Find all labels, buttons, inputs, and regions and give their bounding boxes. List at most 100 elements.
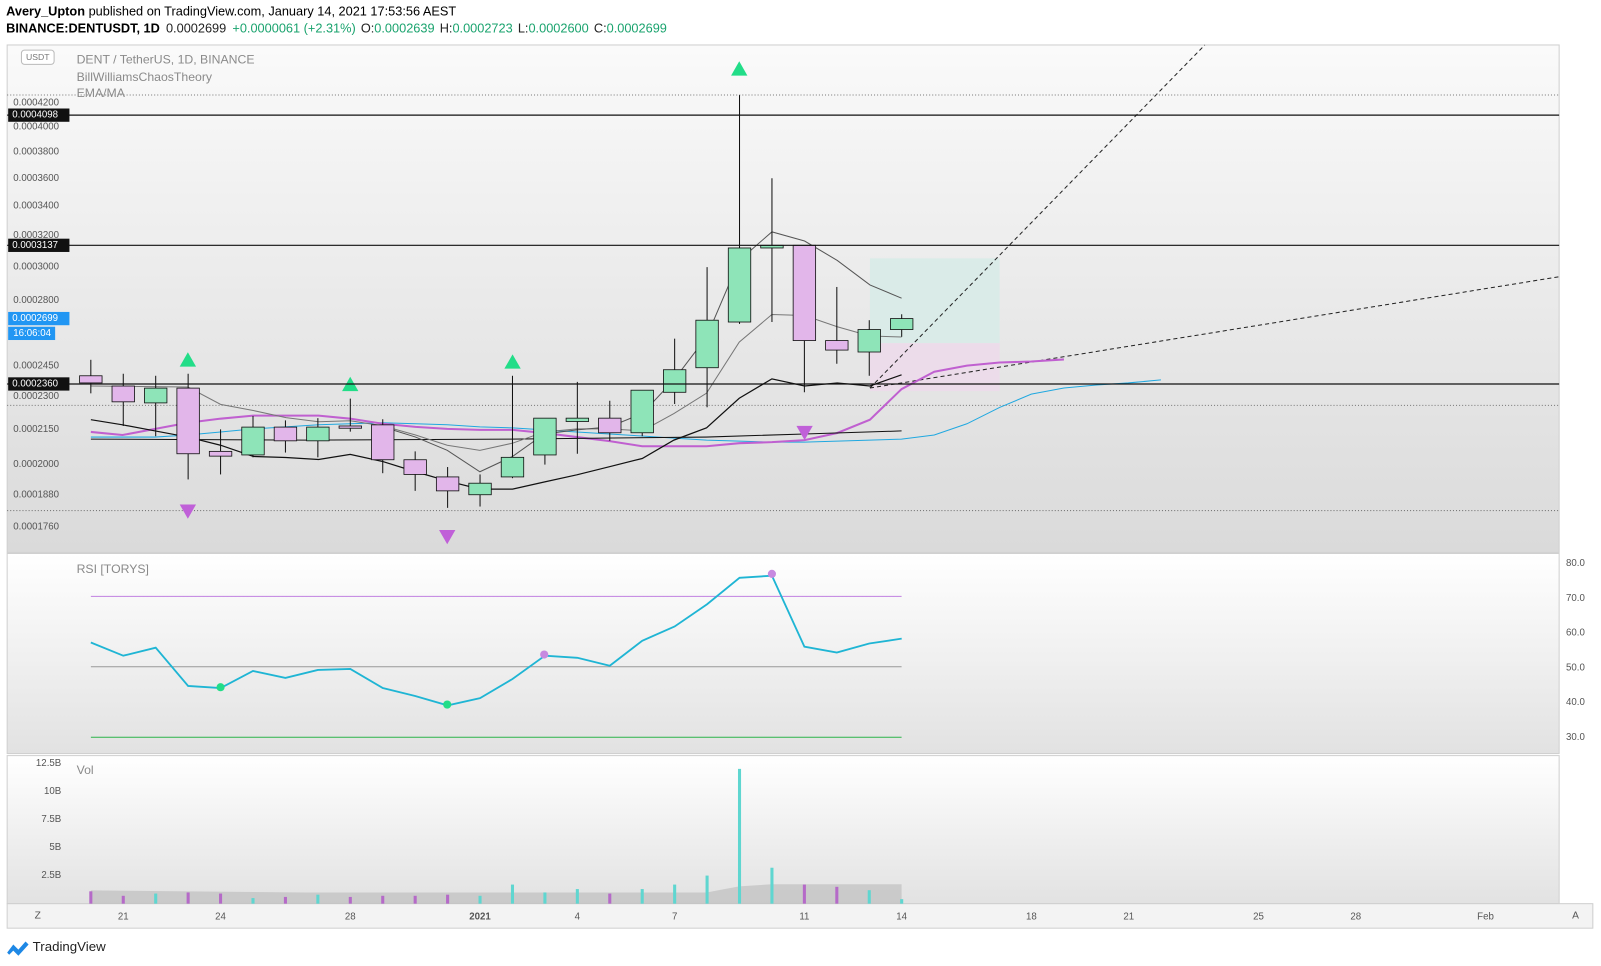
x-tick-label: 11 [799,912,809,923]
rsi-signal-dot [540,650,549,659]
zoom-button[interactable]: Z [35,911,41,922]
level-label-bg [8,108,70,122]
candle-body [241,426,265,456]
candle-body [663,369,687,393]
candle-body [533,417,557,456]
ohlc-label: C: [594,21,607,36]
y-tick-label: 0.0003400 [13,201,59,212]
candle-body [565,417,589,422]
y-tick-label: 0.0002000 [13,459,59,470]
y-tick-label: 12.5B [36,758,61,769]
candle-body [825,340,849,351]
y-tick-label: 40.0 [1566,697,1585,708]
x-tick-label: 18 [1026,912,1037,923]
position-loss-zone [869,343,1000,392]
x-tick-label: 2021 [469,912,491,923]
time-axis [6,903,1594,929]
x-tick-label: 21 [1123,912,1134,923]
last-price-label: 0.0002699 [12,313,58,324]
volume-bar [673,884,677,904]
fractal-down-markers [179,425,813,545]
y-tick-label: 0.0003600 [13,173,59,184]
candle-body [273,426,298,442]
volume-bar [510,884,515,904]
y-tick-label: 0.0002800 [13,295,59,306]
ohlc-label: O: [361,21,374,36]
y-tick-label: 70.0 [1566,593,1585,604]
candle-body [111,385,135,403]
alligator-jaw [90,374,902,490]
ohlc-value: 0.0002600 [528,21,588,36]
candle-body [338,425,362,429]
y-tick-label: 50.0 [1566,662,1585,673]
volume-bar [316,894,320,904]
volume-bar [900,899,904,904]
x-tick-label: 14 [896,912,907,923]
rsi-signal-dot [443,700,452,709]
volume-bar [89,891,93,904]
candle-body [435,476,460,492]
candle-body [857,329,881,353]
x-tick-label: 25 [1253,912,1264,923]
y-tick-label: 0.0004000 [13,122,59,133]
ohlc-value: 0.0002699 [607,21,667,36]
volume-bar [251,898,255,904]
brand: TradingView [33,939,106,954]
ohlc-label: H: [440,21,453,36]
alligator-teeth [90,314,902,451]
author: Avery_Upton [6,4,85,19]
volume-title: Vol [77,763,94,777]
level-label-bg [8,377,70,391]
candle-body [630,389,654,434]
rsi-line [90,574,902,707]
x-tick-label: 21 [118,912,129,923]
level-label: 0.0003137 [12,240,58,251]
ma-line [90,430,902,441]
indicator-name: BillWilliamsChaosTheory [77,70,213,84]
volume-bar [802,884,806,904]
auto-scale-button[interactable]: A [1572,911,1579,922]
y-tick-label: 0.0001880 [13,489,59,500]
x-tick-label: 7 [672,912,677,923]
published: published on TradingView.com, January 14… [89,4,457,19]
indicator-name: EMA/MA [77,86,126,100]
symbol-title: DENT / TetherUS, 1D, BINANCE [77,53,255,67]
y-tick-label: 7.5B [41,814,61,825]
y-tick-label: 10B [44,786,61,797]
volume-bar [543,892,547,904]
rsi-pane [6,552,1560,755]
volume-bar [413,895,417,904]
x-tick-label: 28 [345,912,356,923]
volume-bar [186,892,190,904]
volume-bar [640,889,644,904]
x-tick-label: Feb [1477,912,1494,923]
trend-line [869,276,1560,389]
volume-bar [283,896,287,904]
x-tick-label: 4 [575,912,581,923]
y-tick-label: 0.0002450 [13,360,59,371]
y-tick-label: 0.0003800 [13,146,59,157]
candle-body [598,417,622,434]
volume-bar [154,893,158,904]
price-pane [6,44,1560,553]
volume-bar [219,893,223,904]
volume-bar [381,895,385,904]
level-label: 0.0002360 [12,379,58,390]
candle-body [371,424,395,461]
symbol: BINANCE:DENTUSDT, 1D [6,21,160,36]
y-tick-label: 0.0003000 [13,262,59,273]
y-tick-label: 2.5B [41,870,61,881]
volume-bar [608,893,612,904]
candle-body [792,244,817,341]
volume-ma [90,884,902,904]
countdown: 16:06:04 [13,328,51,339]
y-tick-label: 60.0 [1566,628,1585,639]
y-tick-label: 30.0 [1566,732,1585,743]
candle-body [403,459,427,475]
header-line-1: Avery_Upton published on TradingView.com… [6,4,456,19]
volume-bar [867,890,871,904]
candle-body [727,247,752,323]
y-tick-label: 5B [49,842,61,853]
last-price: 0.0002699 [166,21,226,36]
